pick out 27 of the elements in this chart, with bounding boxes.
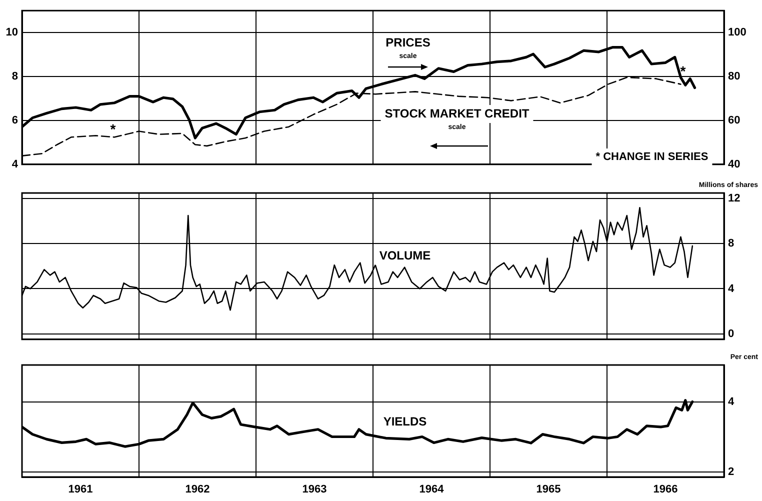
x-tick-label: 1962: [185, 484, 210, 496]
x-tick-label: 1965: [536, 484, 561, 496]
series-label: PRICES: [386, 35, 430, 50]
annotation: *: [110, 120, 116, 137]
y-tick-label: 8: [12, 70, 18, 83]
y2-tick-label: 60: [728, 114, 740, 126]
y-tick-label: 4: [728, 282, 735, 295]
y-tick-label: 6: [12, 114, 18, 126]
y2-tick-label: 100: [728, 26, 746, 39]
series-label: YIELDS: [383, 414, 427, 428]
y-tick-label: 12: [728, 192, 740, 205]
x-tick-label: 1964: [419, 484, 445, 496]
y-tick-label: 2: [728, 466, 734, 478]
annotation: *: [680, 62, 686, 79]
x-tick-label: 1961: [68, 484, 93, 496]
y-tick-label: 10: [6, 26, 18, 39]
x-tick-label: 1963: [302, 484, 327, 496]
y-tick-label: 4: [12, 158, 19, 170]
y-tick-label: 4: [728, 396, 735, 408]
series-label: STOCK MARKET CREDIT: [384, 106, 530, 120]
series-label: VOLUME: [379, 248, 431, 262]
y-tick-label: 8: [728, 238, 734, 250]
y-tick-label: 0: [728, 328, 734, 340]
y2-tick-label: 40: [728, 158, 740, 170]
y2-tick-label: 80: [728, 70, 740, 83]
x-tick-label: 1966: [653, 484, 678, 496]
annotation: * CHANGE IN SERIES: [596, 151, 708, 164]
